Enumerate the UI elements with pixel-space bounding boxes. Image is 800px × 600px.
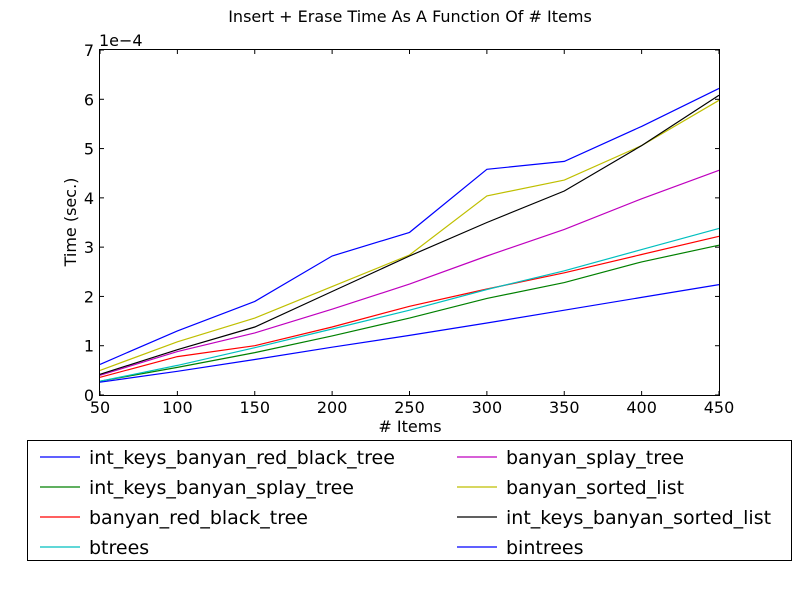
y-tick-label: 3	[84, 238, 94, 257]
x-tick-label: 50	[90, 398, 110, 417]
y-tick-label: 0	[84, 386, 94, 405]
axis-ticks: 50 100 150 200 250 300 350 400 450 0 1 2 3 4 5 6 7	[84, 41, 734, 417]
legend: int_keys_banyan_red_black_tree int_keys_b…	[27, 440, 792, 561]
series-line-banyan-sorted-list	[99, 99, 720, 371]
legend-label: banyan_red_black_tree	[89, 507, 308, 529]
series-line-banyan-splay-tree	[99, 169, 720, 376]
x-tick-label: 300	[472, 398, 503, 417]
series-line-int-keys-banyan-sorted-list	[99, 94, 720, 375]
y-axis-label: Time (sec.)	[61, 178, 80, 268]
series-line-banyan-red-black-tree	[99, 235, 720, 378]
plot-frame	[99, 49, 720, 396]
legend-entry-banyan-sorted-list: banyan_sorted_list	[457, 477, 684, 499]
legend-entry-banyan-red-black-tree: banyan_red_black_tree	[40, 507, 308, 529]
legend-entry-int-keys-banyan-splay-tree: int_keys_banyan_splay_tree	[40, 477, 354, 499]
legend-entry-int-keys-banyan-red-black-tree: int_keys_banyan_red_black_tree	[40, 447, 395, 469]
x-axis-label: # Items	[378, 417, 441, 436]
y-tick-label: 1	[84, 337, 94, 356]
legend-entry-btrees: btrees	[40, 537, 149, 559]
series-line-bintrees	[99, 284, 720, 383]
series-line-btrees	[99, 227, 720, 382]
legend-frame	[27, 440, 792, 561]
legend-label: int_keys_banyan_sorted_list	[506, 507, 771, 529]
legend-entry-bintrees: bintrees	[457, 537, 584, 559]
legend-label: int_keys_banyan_splay_tree	[89, 477, 354, 499]
y-multiplier-label: 1e−4	[99, 31, 143, 50]
x-tick-label: 200	[317, 398, 348, 417]
legend-label: banyan_splay_tree	[506, 447, 684, 469]
x-tick-label: 450	[704, 398, 735, 417]
chart-title: Insert + Erase Time As A Function Of # I…	[228, 7, 592, 26]
y-tick-label: 5	[84, 140, 94, 159]
y-tick-label: 4	[84, 189, 94, 208]
x-tick-label: 100	[162, 398, 193, 417]
x-tick-label: 250	[394, 398, 425, 417]
legend-entry-int-keys-banyan-sorted-list: int_keys_banyan_sorted_list	[457, 507, 771, 529]
legend-entry-banyan-splay-tree: banyan_splay_tree	[457, 447, 684, 469]
legend-label: btrees	[89, 537, 149, 559]
legend-label: banyan_sorted_list	[506, 477, 684, 499]
series-line-int-keys-banyan-splay-tree	[99, 244, 720, 382]
series-line-int-keys-banyan-red-black-tree	[99, 87, 720, 365]
y-tick-label: 2	[84, 287, 94, 306]
y-tick-label: 6	[84, 90, 94, 109]
legend-label: bintrees	[506, 537, 584, 559]
x-tick-label: 150	[239, 398, 270, 417]
x-tick-label: 400	[626, 398, 657, 417]
legend-label: int_keys_banyan_red_black_tree	[89, 447, 395, 469]
plot-area	[99, 87, 720, 383]
x-tick-label: 350	[549, 398, 580, 417]
y-tick-label: 7	[84, 41, 94, 60]
